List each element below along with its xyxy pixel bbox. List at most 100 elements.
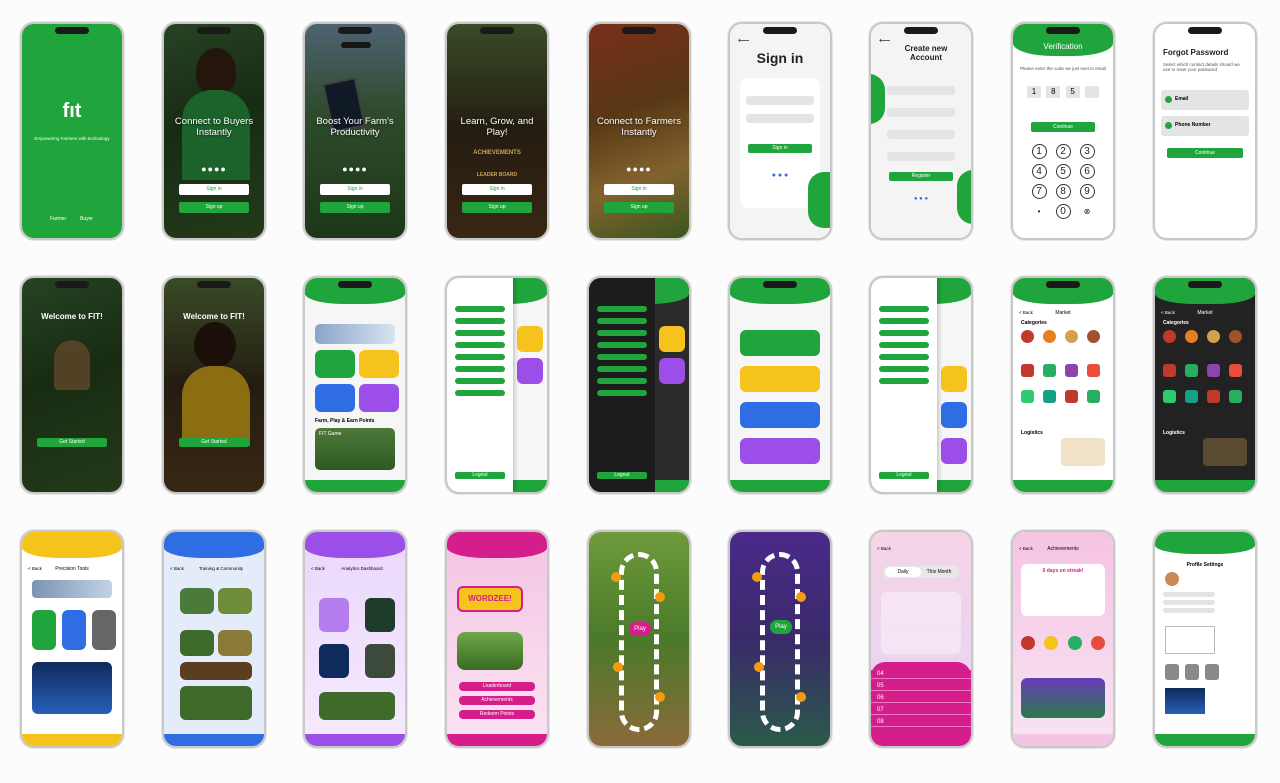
menu-item[interactable] [879,378,929,384]
tool-icon[interactable] [1185,664,1199,680]
back-link[interactable]: < Back [311,566,325,571]
category-vegetables[interactable] [1043,330,1056,343]
product-item[interactable] [1043,390,1056,403]
video-thumb[interactable] [180,588,214,614]
product-item[interactable] [1207,390,1220,403]
product-item[interactable] [1229,364,1242,377]
level-node-icon[interactable] [754,662,764,672]
key-7[interactable]: 7 [1031,184,1047,199]
sign-in-button[interactable]: Sign in [604,184,674,195]
buyer-toggle[interactable]: Buyer [80,216,94,222]
category-grains[interactable] [1065,330,1078,343]
product-item[interactable] [1163,390,1176,403]
tile-analytics[interactable] [359,384,399,412]
sign-up-button[interactable]: Sign up [462,202,532,213]
redeem-points-button[interactable]: Redeem Points [459,710,535,719]
back-link[interactable]: < Back [1161,310,1175,315]
key-2[interactable]: 2 [1055,144,1071,159]
profile-field[interactable] [1163,608,1215,613]
back-arrow-icon[interactable]: ⟵ [738,36,750,45]
category-fruits[interactable] [1021,330,1034,343]
key-3[interactable]: 3 [1079,144,1095,159]
key-8[interactable]: 8 [1055,184,1071,199]
menu-item[interactable] [455,354,505,360]
category-grains[interactable] [1207,330,1220,343]
upload-box[interactable] [1165,626,1215,654]
tool-water-management[interactable] [62,610,86,650]
category-vegetables[interactable] [1185,330,1198,343]
article-thumb[interactable] [218,630,252,656]
category-fruits[interactable] [1163,330,1176,343]
rank-row[interactable]: 08 [871,718,971,727]
profile-field[interactable] [1163,600,1215,605]
play-button[interactable]: Play [770,620,792,634]
product-item[interactable] [1087,390,1100,403]
email-field[interactable] [887,108,955,117]
continue-button[interactable]: Continue [1167,148,1243,158]
menu-item[interactable] [455,366,505,372]
sign-up-button[interactable]: Sign up [320,202,390,213]
menu-item[interactable] [597,330,647,336]
leaderboard-button[interactable]: Leaderboard [459,682,535,691]
sign-in-button[interactable]: Sign in [320,184,390,195]
rank-row[interactable]: 04 [871,670,971,679]
flag-ghana-icon[interactable] [1067,636,1082,650]
code-box[interactable]: 5 [1065,86,1080,98]
product-item[interactable] [1185,390,1198,403]
tool-crop-monitoring[interactable] [32,610,56,650]
game-art[interactable] [1021,678,1105,718]
tile-fit[interactable] [315,350,355,378]
menu-item[interactable] [597,378,647,384]
tab-daily[interactable]: Daily [885,567,921,577]
product-item[interactable] [1163,364,1176,377]
level-node-icon[interactable] [655,592,665,602]
get-started-button[interactable]: Get Started [179,438,249,447]
back-link[interactable]: < Back [28,566,42,571]
key-0[interactable]: 0 [1055,204,1071,219]
rank-row[interactable]: 06 [871,694,971,703]
menu-item[interactable] [879,354,929,360]
product-item[interactable] [1207,364,1220,377]
level-node-icon[interactable] [655,692,665,702]
key-5[interactable]: 5 [1055,164,1071,179]
key-6[interactable]: 6 [1079,164,1095,179]
tool-fertilizer[interactable] [92,610,116,650]
card-support[interactable] [740,438,820,464]
menu-item[interactable] [455,330,505,336]
rank-row[interactable]: 07 [871,706,971,715]
menu-item[interactable] [879,318,929,324]
category-tubers[interactable] [1087,330,1100,343]
community-banner[interactable] [180,662,252,680]
continue-button[interactable]: Continue [1031,122,1095,132]
game-card[interactable]: FIT Game [315,428,395,470]
menu-item[interactable] [597,318,647,324]
logout-button[interactable]: Logout [597,472,647,479]
product-item[interactable] [1065,364,1078,377]
product-item[interactable] [1021,364,1034,377]
category-tubers[interactable] [1229,330,1242,343]
backspace-icon[interactable]: ⊗ [1083,207,1091,216]
email-field[interactable] [746,96,814,105]
farmer-toggle[interactable]: Farmer [50,216,67,222]
password-field[interactable] [746,114,814,123]
tile-tools[interactable] [315,384,355,412]
stat-card[interactable] [365,644,395,678]
logout-button[interactable]: Logout [455,472,505,479]
rank-row[interactable]: 05 [871,682,971,691]
sign-up-button[interactable]: Sign up [604,202,674,213]
social-icons[interactable]: ● ● ● [913,196,929,202]
logout-button[interactable]: Logout [879,472,929,479]
stat-card[interactable] [365,598,395,632]
menu-item[interactable] [597,342,647,348]
card-favourites[interactable] [740,402,820,428]
menu-item[interactable] [455,306,505,312]
sign-in-button[interactable]: Sign in [748,144,812,153]
level-node-icon[interactable] [796,692,806,702]
password-field[interactable] [887,152,955,161]
community-card[interactable] [180,686,252,720]
menu-item[interactable] [879,342,929,348]
code-box[interactable]: 1 [1027,86,1041,98]
sign-up-button[interactable]: Sign up [179,202,249,213]
menu-item[interactable] [455,390,505,396]
article-thumb[interactable] [180,630,214,656]
